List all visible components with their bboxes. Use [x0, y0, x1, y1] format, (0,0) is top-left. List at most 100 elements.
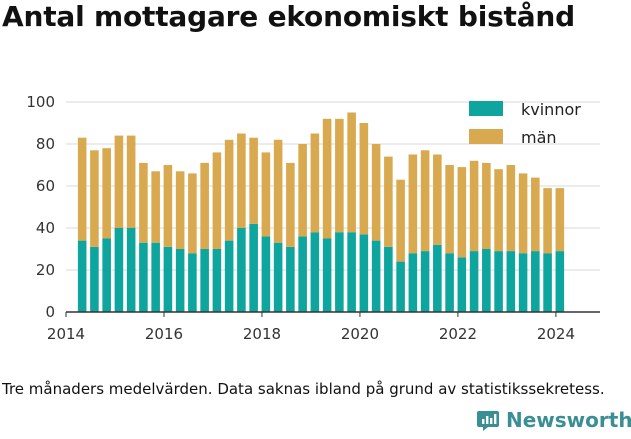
bar-kvinnor — [249, 223, 258, 312]
bar-man — [335, 118, 344, 233]
bar-kvinnor — [261, 236, 271, 312]
bar-kvinnor — [420, 251, 430, 312]
brand-logo: Newsworthy — [476, 408, 631, 432]
bar-man — [126, 135, 136, 228]
bar-kvinnor — [77, 240, 87, 312]
bar-kvinnor — [433, 244, 442, 312]
bar-kvinnor — [151, 242, 160, 312]
bar-kvinnor — [335, 232, 344, 312]
bar-man — [445, 165, 454, 254]
bar-man — [200, 162, 209, 249]
y-axis: 0 20 40 60 80 100 — [26, 93, 55, 321]
y-tick-label: 80 — [36, 135, 55, 153]
bar-man — [261, 152, 271, 237]
bar-kvinnor — [359, 234, 369, 312]
bar-kvinnor — [188, 253, 197, 312]
y-tick-label: 100 — [26, 93, 55, 111]
bar-kvinnor — [286, 246, 295, 312]
bar-man — [531, 177, 540, 252]
bar-man — [286, 162, 295, 247]
y-tick-label: 40 — [36, 219, 55, 237]
x-tick-label: 2022 — [439, 325, 477, 343]
bar-kvinnor — [200, 249, 209, 312]
legend: kvinnor män — [469, 100, 581, 147]
bar-kvinnor — [531, 251, 540, 312]
legend-man-swatch — [469, 129, 503, 144]
bar-kvinnor — [469, 251, 479, 312]
bar-kvinnor — [90, 246, 99, 312]
bar-man — [371, 144, 381, 241]
bar-man — [249, 137, 258, 224]
bar-man — [408, 154, 418, 254]
bar-kvinnor — [126, 228, 136, 312]
bar-kvinnor — [224, 240, 234, 312]
y-tick-label: 0 — [45, 303, 55, 321]
bar-kvinnor — [114, 228, 124, 312]
x-tick-label: 2016 — [145, 325, 183, 343]
bar-kvinnor — [273, 242, 283, 312]
x-tick-label: 2018 — [243, 325, 281, 343]
bar-kvinnor — [102, 238, 111, 312]
bar-kvinnor — [237, 228, 246, 312]
bar-man — [482, 162, 491, 249]
bar-kvinnor — [163, 246, 173, 312]
bar-man — [433, 154, 442, 245]
x-tick-label: 2014 — [47, 325, 85, 343]
bar-man — [396, 179, 405, 262]
bar-man — [175, 171, 185, 249]
bar-man — [273, 139, 283, 243]
bar-kvinnor — [518, 253, 528, 312]
brand-name: Newsworthy — [506, 408, 631, 432]
footnote: Tre månaders medelvärden. Data saknas ib… — [2, 380, 605, 398]
bar-man — [310, 133, 320, 233]
bar-man — [457, 167, 467, 258]
bar-kvinnor — [310, 232, 320, 312]
bar-man — [518, 173, 528, 254]
bar-man — [347, 112, 356, 233]
bar-kvinnor — [543, 253, 552, 312]
x-axis: 2014 2016 2018 2020 2022 2024 — [47, 312, 575, 343]
bar-man — [139, 162, 148, 243]
bar-kvinnor — [457, 257, 467, 312]
newsworthy-logo-icon — [477, 411, 499, 431]
bar-man — [77, 137, 87, 241]
bar-man — [506, 165, 516, 252]
bar-man — [151, 171, 160, 243]
bar-man — [384, 156, 393, 247]
bar-kvinnor — [298, 236, 307, 312]
bar-man — [212, 152, 222, 249]
bar-man — [102, 148, 111, 239]
bar-man — [420, 150, 430, 252]
bar-man — [469, 160, 479, 252]
bar-kvinnor — [322, 238, 332, 312]
bar-man — [494, 169, 503, 252]
bar-man — [188, 173, 197, 254]
bar-kvinnor — [445, 253, 454, 312]
legend-kvinnor-label: kvinnor — [521, 100, 581, 119]
bar-man — [298, 144, 307, 237]
legend-man-label: män — [521, 128, 557, 147]
bar-man — [163, 165, 173, 247]
chart-title: Antal mottagare ekonomiskt bistånd — [2, 0, 576, 33]
bars — [77, 112, 565, 312]
bar-kvinnor — [139, 242, 148, 312]
bar-man — [543, 188, 552, 254]
y-tick-label: 20 — [36, 261, 55, 279]
y-tick-label: 60 — [36, 177, 55, 195]
legend-kvinnor-swatch — [469, 101, 503, 116]
bar-man — [237, 133, 246, 228]
x-tick-label: 2024 — [537, 325, 575, 343]
bar-kvinnor — [506, 251, 516, 312]
bar-kvinnor — [482, 249, 491, 312]
bar-kvinnor — [175, 249, 185, 312]
bar-kvinnor — [494, 251, 503, 312]
bar-man — [359, 123, 369, 235]
bar-kvinnor — [408, 253, 418, 312]
bar-kvinnor — [347, 232, 356, 312]
bar-kvinnor — [212, 249, 222, 312]
bar-man — [90, 150, 99, 247]
bar-man — [224, 139, 234, 241]
bar-kvinnor — [396, 261, 405, 312]
bar-man — [114, 135, 124, 228]
